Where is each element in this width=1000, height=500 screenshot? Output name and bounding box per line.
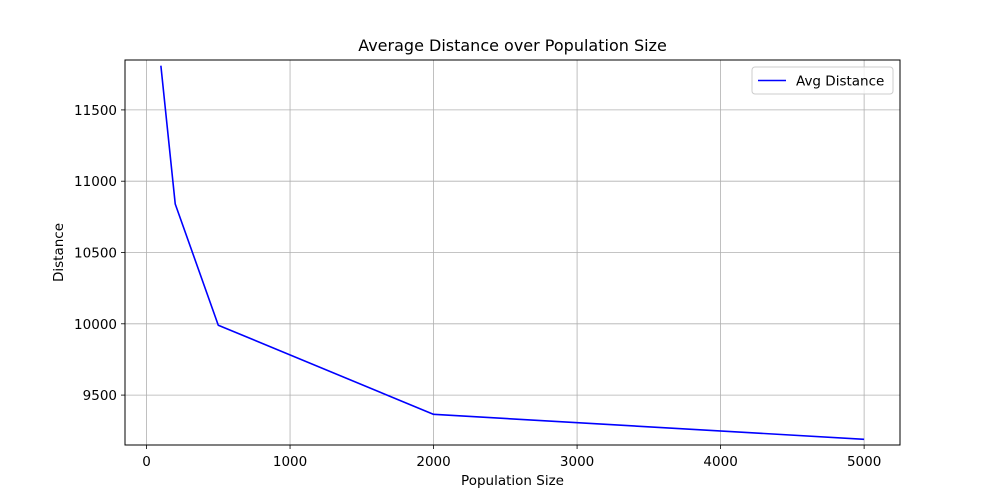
y-axis-label: Distance (51, 223, 67, 282)
y-tick-label: 9500 (83, 388, 117, 404)
x-tick-label: 0 (142, 454, 151, 470)
legend-box (751, 66, 894, 95)
series-line-avg-distance (160, 65, 865, 441)
grid (125, 60, 900, 445)
y-tick-label: 10000 (74, 317, 117, 333)
x-tick-label: 1000 (273, 454, 307, 470)
series-layer (160, 65, 865, 441)
x-axis-label: Population Size (461, 473, 564, 489)
x-tick-label: 3000 (560, 454, 594, 470)
x-tick-label: 5000 (847, 454, 881, 470)
legend: Avg Distance (751, 66, 894, 95)
y-tick-label: 10500 (74, 246, 117, 262)
ticks: 0 1000 2000 3000 4000 5000 9500 10000 10500 11000… (74, 103, 881, 470)
x-tick-label: 4000 (703, 454, 737, 470)
chart-title: Average Distance over Population Size (358, 36, 667, 55)
y-tick-label: 11500 (74, 103, 117, 119)
y-tick-label: 11000 (74, 174, 117, 190)
legend-label: Avg Distance (796, 74, 884, 90)
x-tick-label: 2000 (416, 454, 450, 470)
